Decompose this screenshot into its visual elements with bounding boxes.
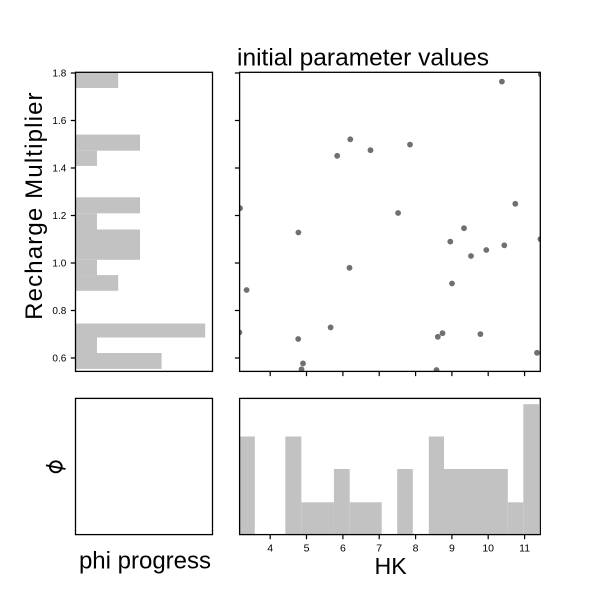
svg-text:initial parameter values: initial parameter values bbox=[237, 44, 489, 71]
svg-text:8: 8 bbox=[413, 542, 419, 554]
svg-text:Recharge Multiplier: Recharge Multiplier bbox=[21, 91, 48, 320]
svg-text:1.0: 1.0 bbox=[52, 259, 66, 270]
svg-text:0.6: 0.6 bbox=[52, 354, 66, 365]
svg-text:1.8: 1.8 bbox=[52, 69, 66, 80]
svg-text:5: 5 bbox=[304, 542, 310, 554]
svg-text:7: 7 bbox=[376, 542, 382, 554]
svg-text:1.6: 1.6 bbox=[52, 116, 66, 127]
svg-text:11: 11 bbox=[519, 542, 530, 554]
svg-text:9: 9 bbox=[449, 542, 455, 554]
svg-text:HK: HK bbox=[374, 553, 407, 579]
svg-text:4: 4 bbox=[267, 542, 273, 554]
svg-text:0.8: 0.8 bbox=[52, 306, 66, 317]
svg-text:1.2: 1.2 bbox=[52, 211, 66, 222]
svg-text:10: 10 bbox=[482, 542, 494, 554]
svg-text:phi progress: phi progress bbox=[79, 547, 211, 574]
svg-text:1.4: 1.4 bbox=[52, 164, 66, 175]
svg-text:6: 6 bbox=[340, 542, 346, 554]
